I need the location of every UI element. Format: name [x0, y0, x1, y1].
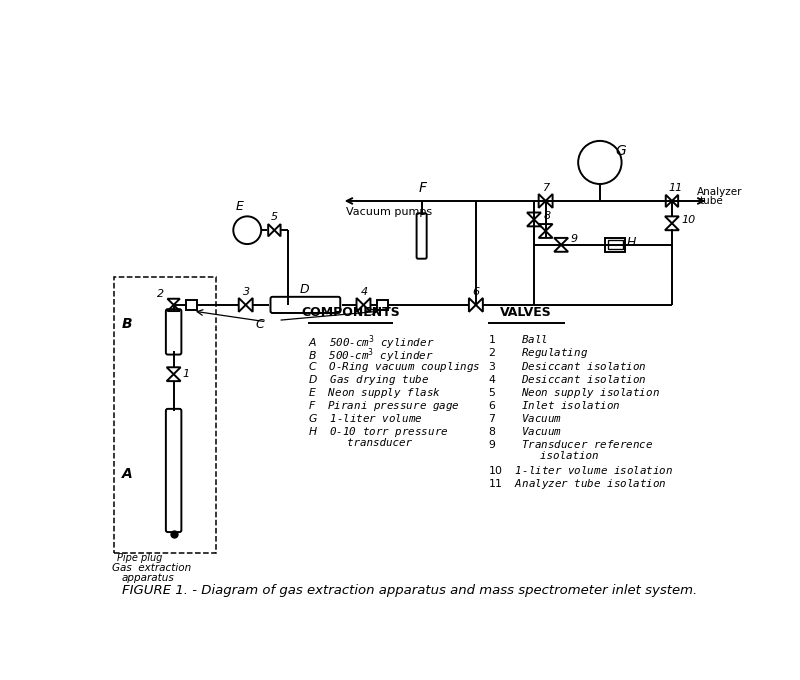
Text: $H$  0-10 torr pressure: $H$ 0-10 torr pressure — [308, 425, 448, 439]
Text: COMPONENTS: COMPONENTS — [301, 307, 400, 320]
Text: $11$  Analyzer tube isolation: $11$ Analyzer tube isolation — [487, 477, 666, 492]
Text: Pipe plug: Pipe plug — [117, 553, 162, 562]
FancyBboxPatch shape — [166, 409, 182, 532]
Text: 9: 9 — [570, 234, 578, 243]
Text: $G$  1-liter volume: $G$ 1-liter volume — [308, 412, 422, 424]
Text: Vacuum pumps: Vacuum pumps — [346, 207, 433, 217]
Bar — [378, 299, 388, 310]
Text: G: G — [615, 143, 626, 158]
Text: $4$    Desiccant isolation: $4$ Desiccant isolation — [487, 373, 646, 385]
Text: 5: 5 — [271, 212, 278, 222]
Text: 11: 11 — [668, 183, 682, 193]
Text: 7: 7 — [542, 183, 550, 193]
Text: 1: 1 — [183, 369, 190, 379]
Text: Analyzer: Analyzer — [697, 187, 742, 197]
Text: FIGURE 1. - Diagram of gas extraction apparatus and mass spectrometer inlet syst: FIGURE 1. - Diagram of gas extraction ap… — [122, 584, 698, 598]
Text: $3$    Desiccant isolation: $3$ Desiccant isolation — [487, 360, 646, 371]
Text: A: A — [122, 467, 133, 481]
Text: $C$  O-Ring vacuum couplings: $C$ O-Ring vacuum couplings — [308, 360, 480, 373]
Text: $9$    Transducer reference: $9$ Transducer reference — [487, 438, 653, 450]
Text: $10$  1-liter volume isolation: $10$ 1-liter volume isolation — [487, 464, 673, 476]
Text: isolation: isolation — [487, 452, 598, 461]
Text: VALVES: VALVES — [500, 307, 552, 320]
Text: $E$  Neon supply flask: $E$ Neon supply flask — [308, 386, 441, 400]
FancyBboxPatch shape — [270, 296, 340, 313]
Text: H: H — [627, 237, 636, 250]
Text: 4: 4 — [361, 287, 367, 297]
Text: 10: 10 — [682, 216, 695, 225]
Bar — [186, 299, 197, 310]
Text: Gas  extraction: Gas extraction — [112, 563, 191, 573]
FancyBboxPatch shape — [166, 309, 182, 354]
Text: $A$  500-cm$^3$ cylinder: $A$ 500-cm$^3$ cylinder — [308, 333, 434, 352]
Text: C: C — [255, 318, 264, 331]
Text: apparatus: apparatus — [122, 573, 174, 583]
Text: $B$  500-cm$^3$ cylinder: $B$ 500-cm$^3$ cylinder — [308, 347, 434, 365]
Text: $6$    Inlet isolation: $6$ Inlet isolation — [487, 399, 620, 411]
Text: D: D — [299, 284, 309, 296]
Text: B: B — [122, 317, 132, 331]
Text: $7$    Vacuum: $7$ Vacuum — [487, 412, 562, 424]
FancyBboxPatch shape — [417, 214, 426, 258]
Text: 6: 6 — [473, 287, 480, 297]
Bar — [608, 240, 623, 250]
Text: 2: 2 — [157, 289, 164, 299]
Text: E: E — [236, 200, 243, 214]
Text: $1$    Ball: $1$ Ball — [487, 333, 547, 345]
Text: $D$  Gas drying tube: $D$ Gas drying tube — [308, 373, 429, 387]
Text: $2$    Regulating: $2$ Regulating — [487, 347, 588, 360]
Text: $5$    Neon supply isolation: $5$ Neon supply isolation — [487, 386, 659, 400]
Text: F: F — [418, 181, 426, 194]
Bar — [114, 277, 216, 553]
Bar — [606, 238, 626, 252]
Text: 8: 8 — [543, 211, 550, 222]
Text: $8$    Vacuum: $8$ Vacuum — [487, 425, 562, 437]
Text: tube: tube — [700, 196, 724, 206]
Text: transducer: transducer — [308, 438, 412, 448]
Text: $F$  Pirani pressure gage: $F$ Pirani pressure gage — [308, 399, 459, 413]
Text: 3: 3 — [242, 287, 250, 297]
